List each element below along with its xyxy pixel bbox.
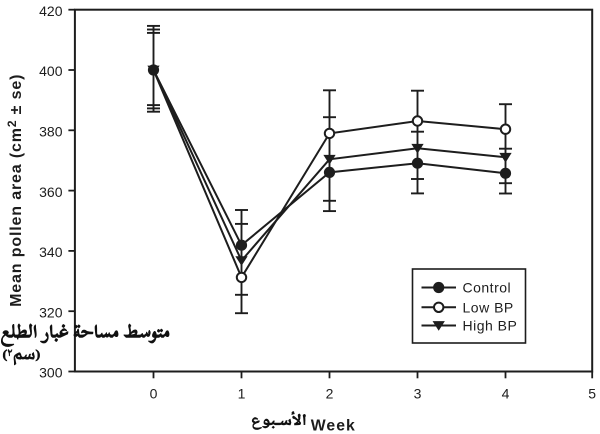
svg-text:340: 340 — [39, 244, 63, 260]
svg-text:Mean pollen area (cm2 ± se): Mean pollen area (cm2 ± se) — [5, 74, 25, 307]
svg-text:High BP: High BP — [463, 318, 518, 334]
svg-text:320: 320 — [39, 304, 63, 320]
svg-text:400: 400 — [39, 63, 63, 79]
svg-text:Week: Week — [311, 417, 356, 434]
svg-text:300: 300 — [39, 365, 63, 381]
svg-text:4: 4 — [502, 386, 510, 402]
svg-text:2: 2 — [326, 386, 334, 402]
svg-text:3: 3 — [414, 386, 422, 402]
svg-text:Control: Control — [463, 280, 512, 296]
svg-text:420: 420 — [39, 3, 63, 19]
svg-text:Low BP: Low BP — [463, 299, 514, 315]
svg-text:5: 5 — [588, 386, 596, 402]
svg-text:380: 380 — [39, 124, 63, 140]
svg-text:360: 360 — [39, 184, 63, 200]
svg-text:0: 0 — [150, 386, 158, 402]
svg-text:1: 1 — [238, 386, 246, 402]
